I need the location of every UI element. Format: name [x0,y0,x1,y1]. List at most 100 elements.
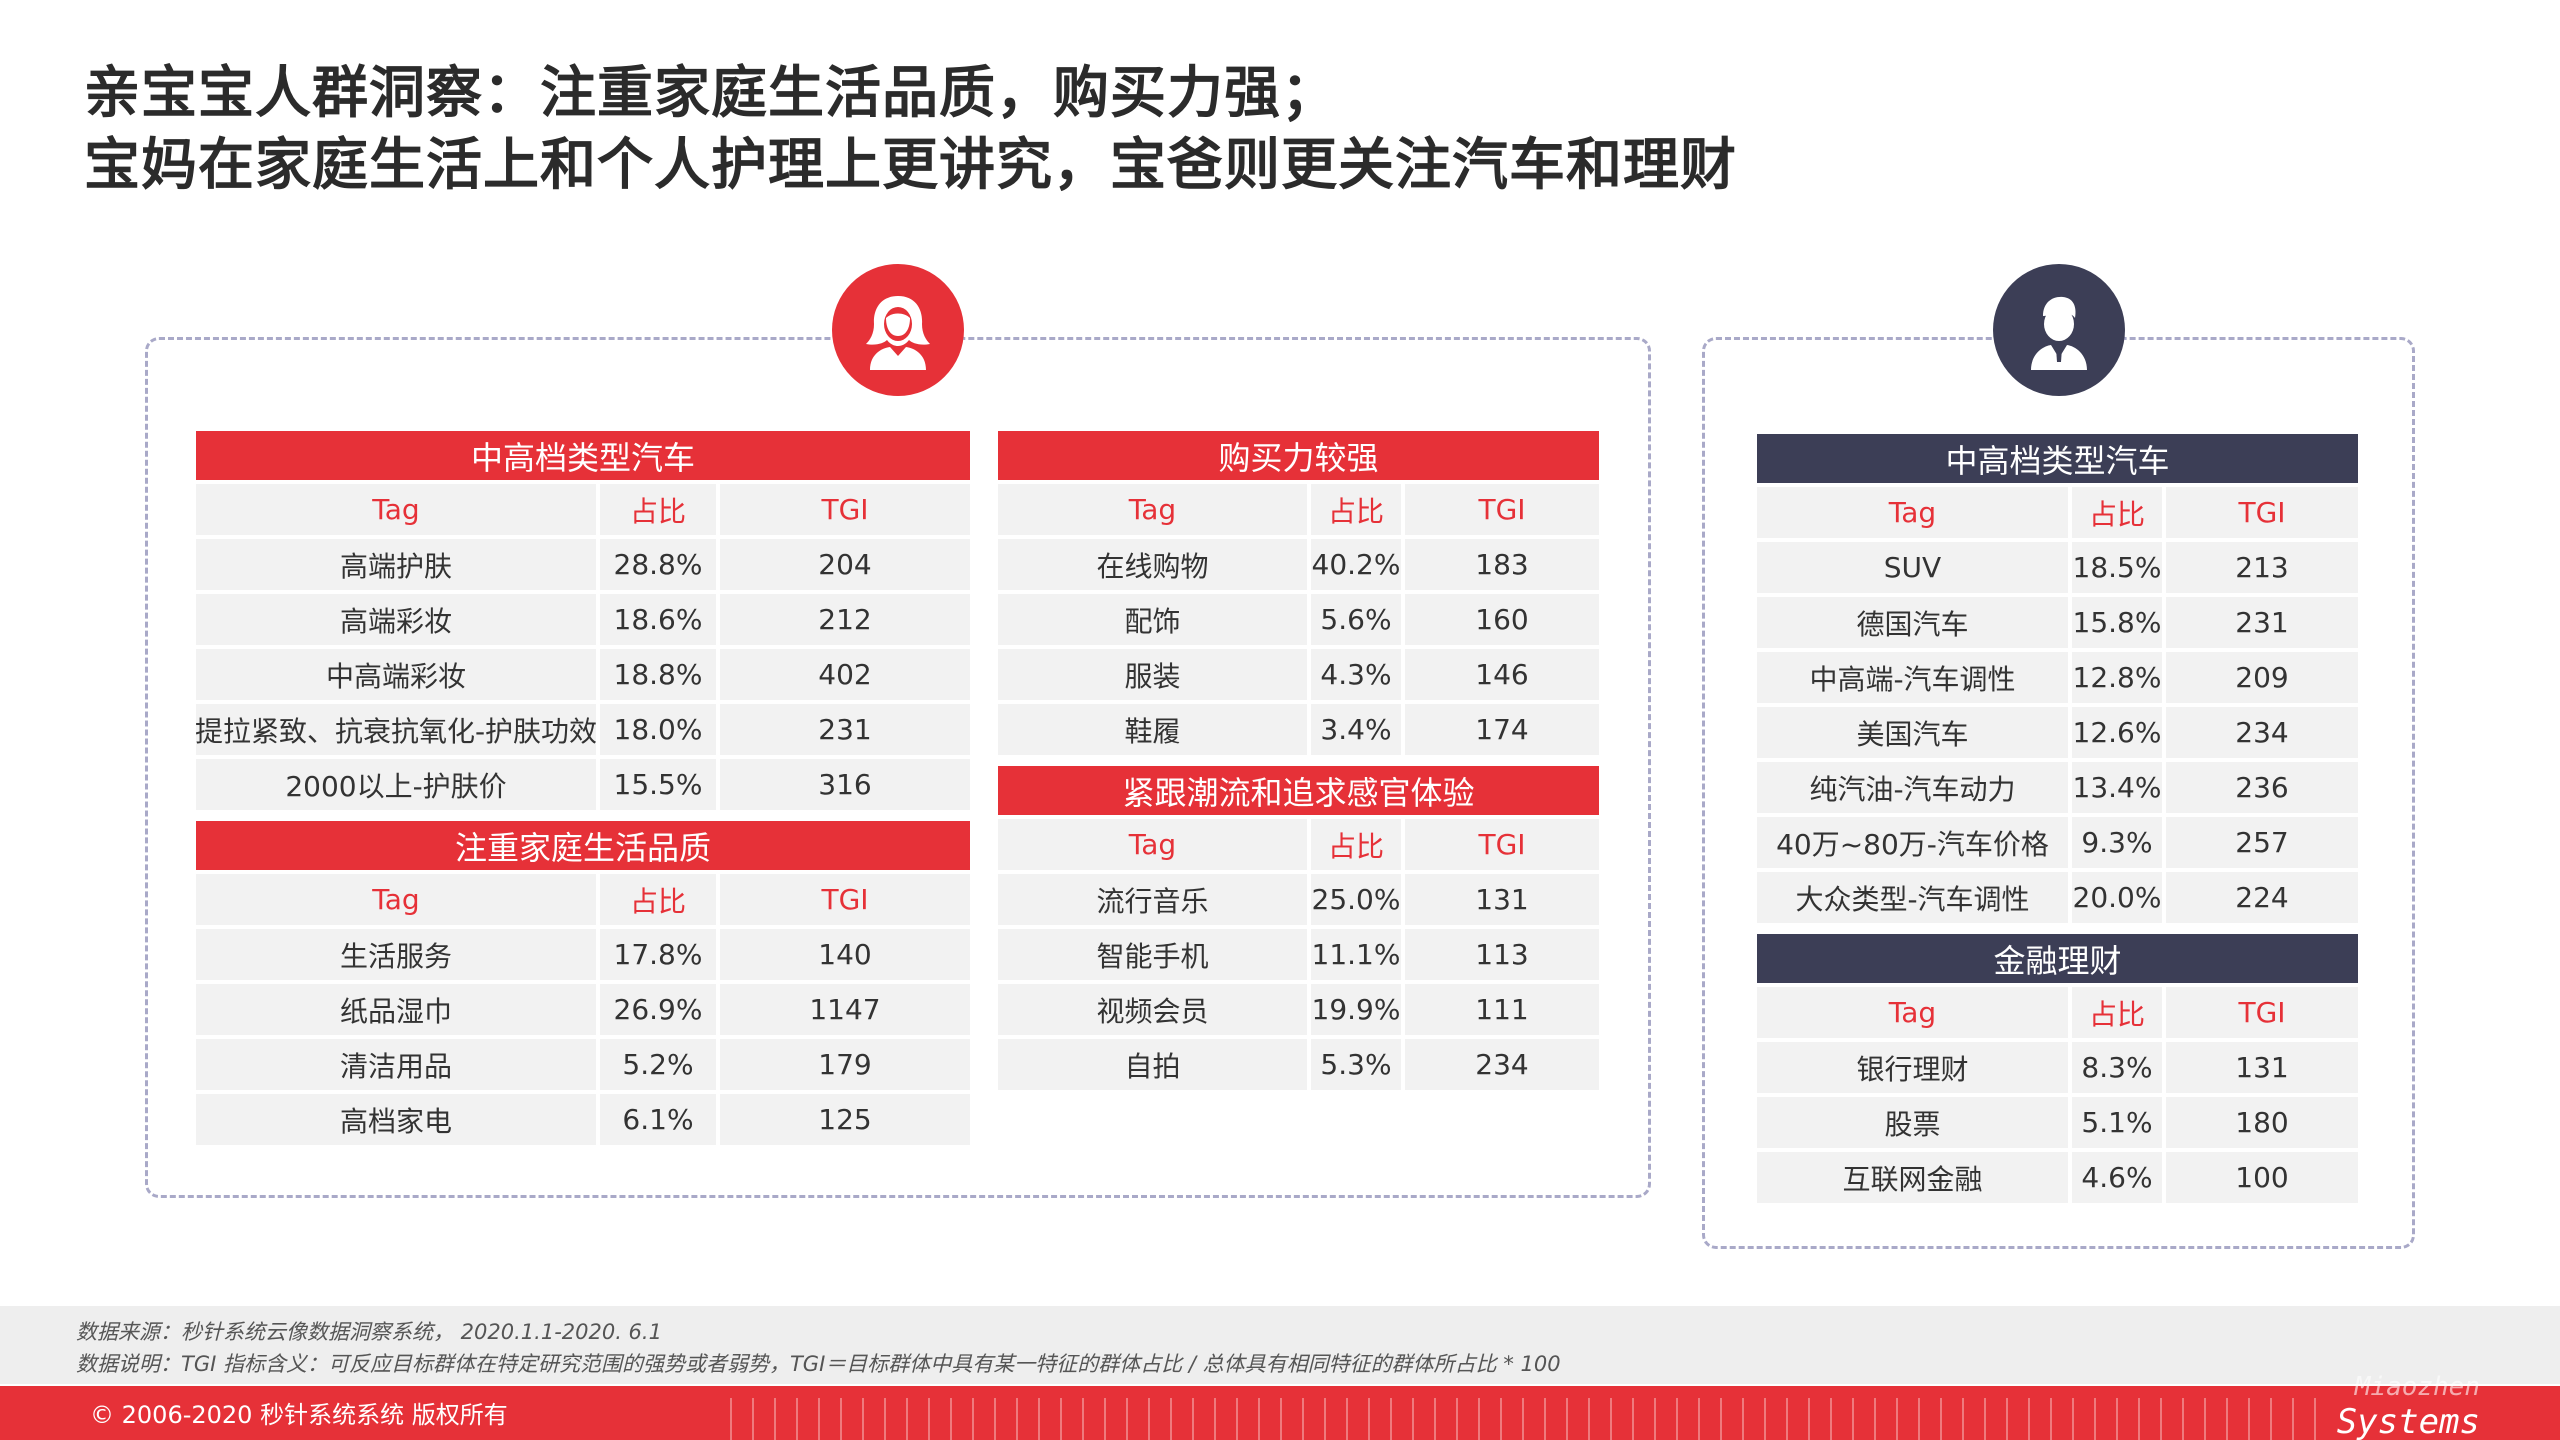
table-title: 中高档类型汽车 [1757,434,2358,483]
column-header-share: 占比 [2072,987,2162,1038]
cell-tag: 提拉紧致、抗衰抗氧化-护肤功效 [196,704,596,755]
table-row: 提拉紧致、抗衰抗氧化-护肤功效 18.0% 231 [196,704,970,755]
column-header-tag: Tag [196,874,596,925]
table-row: 高端护肤 28.8% 204 [196,539,970,590]
table-row: 2000以上-护肤价 15.5% 316 [196,759,970,810]
cell-tgi: 234 [1405,1039,1599,1090]
table-row: 配饰 5.6% 160 [998,594,1599,645]
cell-tag: 大众类型-汽车调性 [1757,872,2068,923]
cell-share: 15.5% [600,759,716,810]
bottom-bar: © 2006-2020 秒针系统系统 版权所有 [0,1386,2560,1440]
cell-share: 18.8% [600,649,716,700]
column-header-tag: Tag [1757,487,2068,538]
table-title: 注重家庭生活品质 [196,821,970,870]
table-female-premium-cars: 中高档类型汽车 Tag 占比 TGI 高端护肤 28.8% 204 高端彩妆 1… [196,431,970,814]
cell-tag: 生活服务 [196,929,596,980]
cell-tgi: 111 [1405,984,1599,1035]
woman-avatar-icon [866,296,930,370]
column-header-tgi: TGI [1405,819,1599,870]
cell-tgi: 213 [2166,542,2358,593]
column-header-tgi: TGI [720,874,970,925]
table-header-row: Tag 占比 TGI [1757,987,2358,1038]
table-row: 美国汽车 12.6% 234 [1757,707,2358,758]
cell-tag: 股票 [1757,1097,2068,1148]
cell-tgi: 113 [1405,929,1599,980]
table-row: 大众类型-汽车调性 20.0% 224 [1757,872,2358,923]
cell-tgi: 174 [1405,704,1599,755]
cell-tag: 在线购物 [998,539,1307,590]
cell-share: 5.1% [2072,1097,2162,1148]
page-title-line1: 亲宝宝人群洞察：注重家庭生活品质，购买力强； [84,61,1338,126]
table-row: 在线购物 40.2% 183 [998,539,1599,590]
table-row: SUV 18.5% 213 [1757,542,2358,593]
logo-line2: Systems [2336,1402,2480,1440]
column-header-share: 占比 [1311,484,1401,535]
cell-share: 4.6% [2072,1152,2162,1203]
cell-tag: 智能手机 [998,929,1307,980]
cell-share: 6.1% [600,1094,716,1145]
cell-tgi: 100 [2166,1152,2358,1203]
table-row: 德国汽车 15.8% 231 [1757,597,2358,648]
table-title: 紧跟潮流和追求感官体验 [998,766,1599,815]
table-row: 纯汽油-汽车动力 13.4% 236 [1757,762,2358,813]
cell-tgi: 236 [2166,762,2358,813]
cell-tag: 高档家电 [196,1094,596,1145]
cell-tgi: 257 [2166,817,2358,868]
table-header-row: Tag 占比 TGI [998,819,1599,870]
copyright-text: © 2006-2020 秒针系统系统 版权所有 [90,1401,508,1429]
data-source-note: 数据来源：秒针系统云像数据洞察系统， 2020.1.1-2020. 6.1 [76,1320,662,1344]
page-title: 亲宝宝人群洞察：注重家庭生活品质，购买力强； 宝妈在家庭生活上和个人护理上更讲究… [84,58,2484,202]
cell-tag: 高端护肤 [196,539,596,590]
table-row: 纸品湿巾 26.9% 1147 [196,984,970,1035]
cell-share: 18.5% [2072,542,2162,593]
cell-tgi: 234 [2166,707,2358,758]
cell-tgi: 125 [720,1094,970,1145]
cell-tag: 德国汽车 [1757,597,2068,648]
cell-tag: 高端彩妆 [196,594,596,645]
cell-share: 8.3% [2072,1042,2162,1093]
table-row: 高端彩妆 18.6% 212 [196,594,970,645]
table-female-trends: 紧跟潮流和追求感官体验 Tag 占比 TGI 流行音乐 25.0% 131 智能… [998,766,1599,1094]
table-row: 清洁用品 5.2% 179 [196,1039,970,1090]
cell-tag: 40万~80万-汽车价格 [1757,817,2068,868]
cell-tgi: 131 [2166,1042,2358,1093]
table-row: 银行理财 8.3% 131 [1757,1042,2358,1093]
cell-share: 12.8% [2072,652,2162,703]
cell-tgi: 183 [1405,539,1599,590]
cell-tag: 互联网金融 [1757,1152,2068,1203]
column-header-tag: Tag [196,484,596,535]
cell-share: 5.3% [1311,1039,1401,1090]
cell-share: 18.6% [600,594,716,645]
cell-tag: 服装 [998,649,1307,700]
male-avatar [1993,264,2125,396]
table-row: 视频会员 19.9% 111 [998,984,1599,1035]
cell-tag: SUV [1757,542,2068,593]
cell-tgi: 131 [1405,874,1599,925]
cell-tag: 2000以上-护肤价 [196,759,596,810]
cell-tag: 纯汽油-汽车动力 [1757,762,2068,813]
cell-share: 11.1% [1311,929,1401,980]
cell-tgi: 140 [720,929,970,980]
table-header-row: Tag 占比 TGI [998,484,1599,535]
table-male-finance: 金融理财 Tag 占比 TGI 银行理财 8.3% 131 股票 5.1% 18… [1757,934,2358,1207]
cell-share: 4.3% [1311,649,1401,700]
logo-line1: Miaozhen [2354,1372,2480,1402]
cell-share: 15.8% [2072,597,2162,648]
cell-share: 5.6% [1311,594,1401,645]
column-header-tgi: TGI [2166,487,2358,538]
cell-share: 3.4% [1311,704,1401,755]
cell-tgi: 160 [1405,594,1599,645]
cell-share: 26.9% [600,984,716,1035]
man-avatar-icon [2031,296,2087,370]
table-row: 高档家电 6.1% 125 [196,1094,970,1145]
table-header-row: Tag 占比 TGI [1757,487,2358,538]
table-row: 中高端-汽车调性 12.8% 209 [1757,652,2358,703]
table-row: 互联网金融 4.6% 100 [1757,1152,2358,1203]
column-header-share: 占比 [600,874,716,925]
table-title: 购买力较强 [998,431,1599,480]
table-row: 鞋履 3.4% 174 [998,704,1599,755]
cell-share: 20.0% [2072,872,2162,923]
footer-notes: 数据来源：秒针系统云像数据洞察系统， 2020.1.1-2020. 6.1 数据… [0,1306,2560,1384]
cell-tag: 清洁用品 [196,1039,596,1090]
cell-tgi: 231 [720,704,970,755]
